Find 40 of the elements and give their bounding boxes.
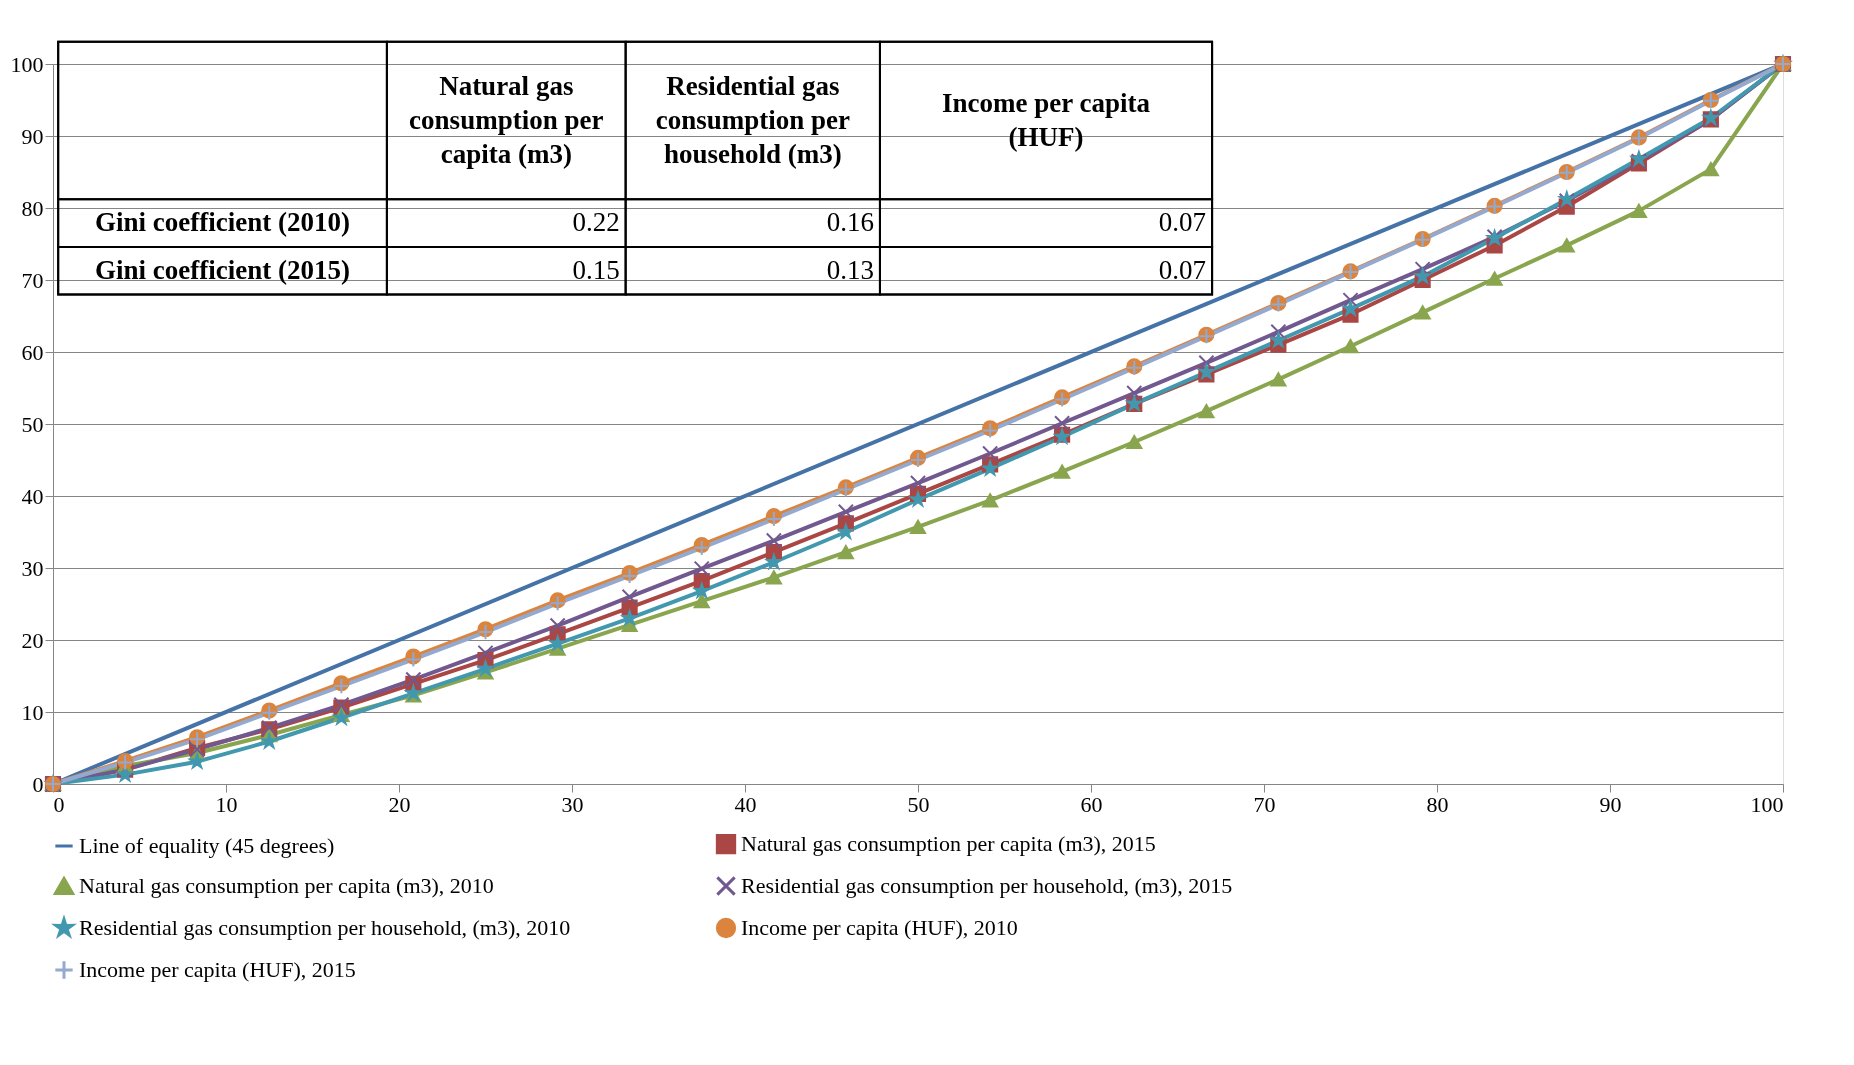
x-tick-label: 60 <box>1080 791 1103 817</box>
annotation: 0.15 <box>572 254 620 285</box>
annotation: 0.13 <box>826 254 874 285</box>
x-tick-label: 20 <box>388 791 411 817</box>
y-tick-label: 90 <box>21 123 44 149</box>
x-tick-label: 70 <box>1253 791 1276 817</box>
x-tick-label: 80 <box>1426 791 1449 817</box>
legend-label: Income per capita (HUF), 2010 <box>741 915 1018 940</box>
y-tick-label: 100 <box>10 51 44 77</box>
x-tick-label: 30 <box>561 791 584 817</box>
legend-label: Residential gas consumption per household, (m3), 2010 <box>79 915 571 940</box>
y-tick-label: 30 <box>21 555 44 581</box>
annotation: 0.16 <box>826 207 874 238</box>
x-tick-label: 0 <box>53 791 65 817</box>
x-tick-label: 90 <box>1599 791 1622 817</box>
y-tick-label: 50 <box>21 411 44 437</box>
y-tick-label: 0 <box>32 771 44 797</box>
legend-label: Line of equality (45 degrees) <box>79 833 335 858</box>
annotation: Natural gas consumption per capita (m3) <box>409 70 604 169</box>
legend-label: Residential gas consumption per household, (m3), 2015 <box>741 873 1233 898</box>
x-tick-label: 40 <box>734 791 757 817</box>
annotation: Gini coefficient (2010) <box>95 207 351 238</box>
legend-label: Income per capita (HUF), 2015 <box>79 957 356 982</box>
y-tick-label: 80 <box>21 195 44 221</box>
y-tick-label: 60 <box>21 339 44 365</box>
x-tick-label: 100 <box>1750 791 1784 817</box>
annotation: Income per capita (HUF) <box>942 87 1151 152</box>
y-tick-label: 70 <box>21 267 44 293</box>
annotation: 0.07 <box>1158 254 1207 285</box>
y-tick-label: 10 <box>21 699 44 725</box>
annotation: Residential gas consumption per household (m3) <box>655 70 850 169</box>
annotation: Gini coefficient (2015) <box>95 254 351 285</box>
x-tick-label: 50 <box>907 791 930 817</box>
legend-label: Natural gas consumption per capita (m3), 2010 <box>79 873 494 898</box>
legend-label: Natural gas consumption per capita (m3), 2015 <box>741 831 1156 857</box>
annotation: 0.07 <box>1158 207 1207 238</box>
y-tick-label: 20 <box>21 627 44 653</box>
annotation: 0.22 <box>572 207 620 238</box>
y-tick-label: 40 <box>21 483 44 509</box>
x-tick-label: 10 <box>215 791 238 817</box>
